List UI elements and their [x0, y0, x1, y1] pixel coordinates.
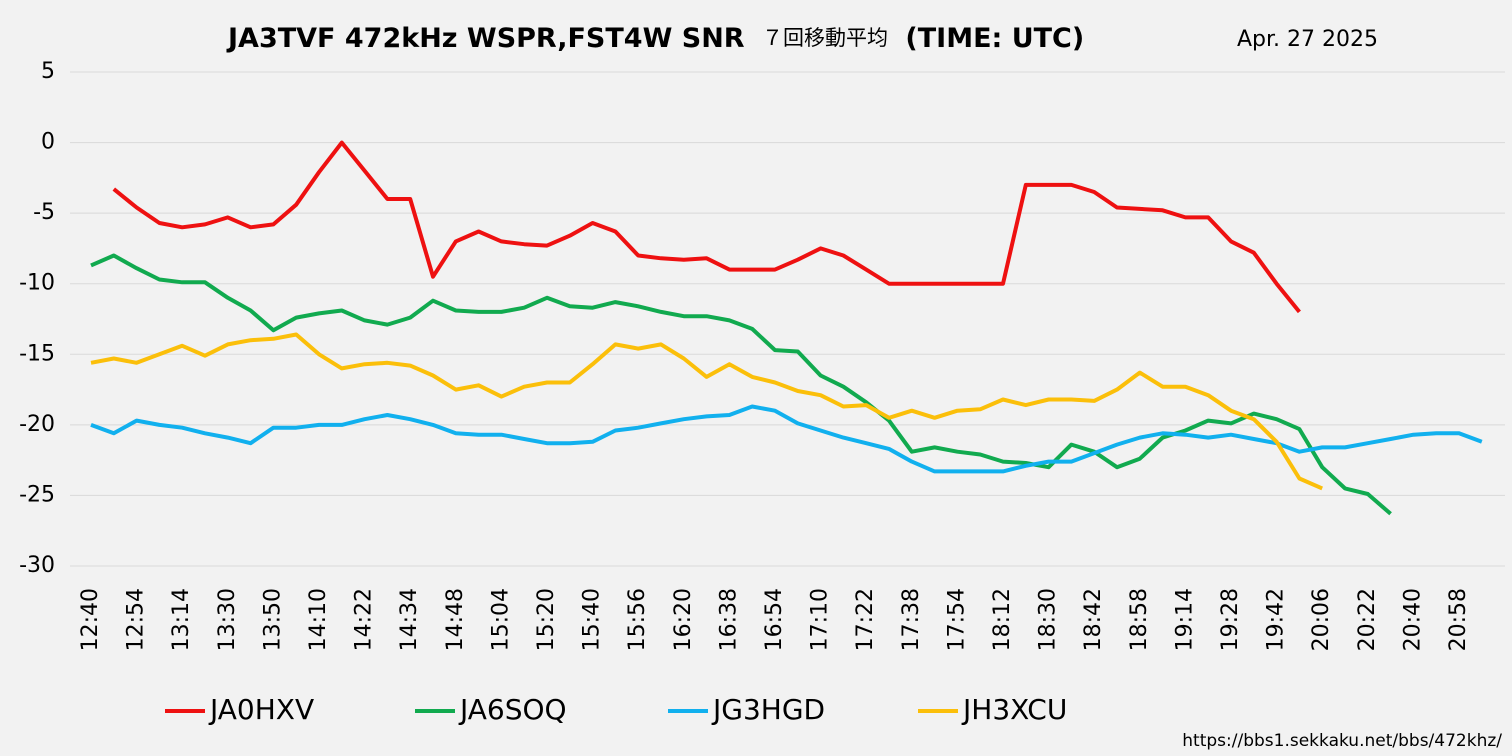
x-tick-label: 17:22 [853, 588, 878, 651]
x-tick-label: 19:42 [1264, 588, 1289, 651]
series-line [90, 332, 1323, 491]
x-tick-label: 16:38 [716, 588, 741, 651]
x-tick-label: 12:54 [124, 588, 149, 651]
x-tick-label: 18:42 [1081, 588, 1106, 651]
legend-label: JA6SOQ [458, 693, 567, 726]
x-tick-label: 14:10 [306, 588, 331, 651]
y-tick-label: -5 [33, 200, 55, 225]
x-tick-label: 13:14 [169, 588, 194, 651]
y-tick-label: -25 [19, 482, 55, 507]
y-tick-label: -20 [19, 412, 55, 437]
x-tick-label: 20:06 [1309, 588, 1334, 651]
y-tick-label: 0 [41, 130, 55, 155]
x-tick-label: 15:20 [534, 588, 559, 651]
y-tick-label: -10 [19, 271, 55, 296]
x-tick-label: 15:40 [580, 588, 605, 651]
x-tick-label: 15:04 [488, 588, 513, 651]
x-tick-label: 13:50 [260, 588, 285, 651]
series-line [112, 140, 1301, 314]
x-tick-label: 17:54 [944, 588, 969, 651]
x-tick-label: 19:28 [1218, 588, 1243, 651]
x-tick-label: 14:48 [443, 588, 468, 651]
x-tick-label: 20:40 [1400, 588, 1425, 651]
legend-label: JA0HXV [208, 693, 314, 726]
x-tick-label: 14:22 [352, 588, 377, 651]
x-tick-label: 17:38 [899, 588, 924, 651]
source-url: https://bbs1.sekkaku.net/bbs/472khz/ [1182, 731, 1502, 751]
legend-label: JH3XCU [961, 693, 1067, 726]
chart-subtitle: Apr. 27 2025 [1237, 27, 1378, 52]
y-tick-label: 5 [41, 59, 55, 84]
x-tick-label: 18:58 [1127, 588, 1152, 651]
x-tick-label: 19:14 [1172, 588, 1197, 651]
series-line [90, 253, 1392, 516]
x-tick-label: 17:10 [808, 588, 833, 651]
y-tick-label: -15 [19, 341, 55, 366]
x-tick-label: 18:30 [1036, 588, 1061, 651]
y-tick-label: -30 [19, 553, 55, 578]
legend-label: JG3HGD [711, 693, 825, 726]
x-tick-label: 16:20 [671, 588, 696, 651]
title-time: (TIME: UTC) [905, 23, 1084, 54]
x-tick-label: 13:30 [215, 588, 240, 651]
x-tick-label: 15:56 [625, 588, 650, 651]
title-main: JA3TVF 472kHz WSPR,FST4W SNR [226, 23, 745, 54]
x-tick-label: 20:22 [1355, 588, 1380, 651]
x-tick-label: 16:54 [762, 588, 787, 651]
x-tick-label: 20:58 [1446, 588, 1471, 651]
x-tick-label: 18:12 [990, 588, 1015, 651]
series-line [90, 404, 1483, 474]
x-tick-label: 12:40 [78, 588, 103, 651]
chart-title: JA3TVF 472kHz WSPR,FST4W SNR ７回移動平均 (TIM… [226, 23, 1084, 54]
title-note: ７回移動平均 [762, 26, 888, 50]
x-tick-label: 14:34 [397, 588, 422, 651]
